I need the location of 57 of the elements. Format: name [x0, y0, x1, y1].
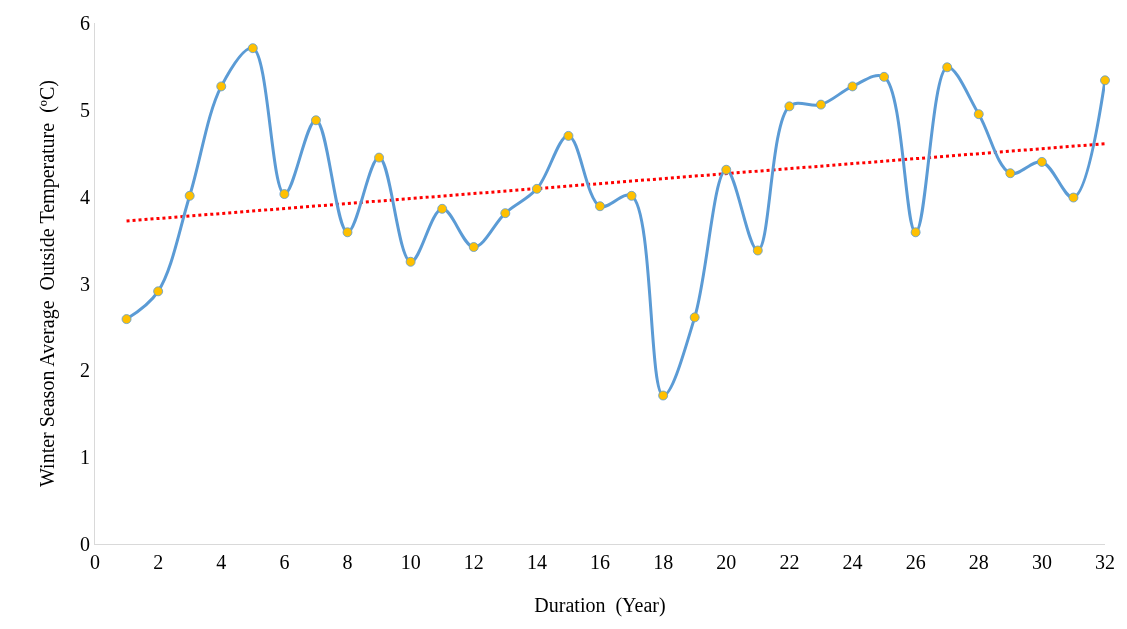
point	[531, 183, 542, 194]
point	[752, 245, 763, 256]
x-axis-title: Duration (Year)	[534, 593, 666, 617]
point	[468, 242, 479, 252]
point	[847, 81, 858, 92]
point	[658, 390, 669, 401]
x-tick-label: 28	[968, 551, 989, 573]
point	[247, 43, 258, 54]
point	[626, 190, 637, 201]
x-tick-label: 2	[153, 551, 164, 573]
point	[910, 227, 921, 238]
point	[784, 101, 795, 112]
point	[184, 190, 195, 201]
x-tick-label: 6	[279, 551, 290, 573]
x-tick-label: 14	[526, 551, 547, 573]
y-axis-title: Winter Season Average Outside Temperature (ºC)	[35, 79, 59, 488]
point	[942, 62, 953, 73]
point	[973, 109, 984, 120]
y-tick-label: 2	[80, 359, 90, 382]
point	[216, 81, 227, 92]
x-tick-label: 10	[400, 551, 421, 573]
x-tick-label: 30	[1031, 551, 1052, 573]
point	[1068, 192, 1079, 203]
x-tick-label: 12	[463, 551, 484, 573]
point	[1005, 168, 1016, 179]
point	[595, 201, 605, 212]
x-tick-label: 22	[779, 551, 800, 573]
y-tick-label: 3	[80, 272, 90, 295]
point	[121, 314, 132, 324]
x-tick-label: 8	[342, 551, 353, 573]
y-tick-label: 5	[80, 98, 90, 121]
x-tick-label: 18	[653, 551, 674, 573]
x-tick-label: 16	[590, 551, 610, 573]
point	[279, 189, 290, 199]
point	[816, 99, 826, 110]
point	[879, 71, 889, 82]
x-tick-label: 24	[842, 551, 863, 573]
point	[153, 286, 164, 297]
x-tick-label: 32	[1095, 551, 1115, 573]
point	[563, 130, 574, 141]
y-tick-label: 0	[80, 533, 90, 555]
point	[721, 164, 732, 175]
point	[437, 203, 448, 214]
point	[342, 227, 353, 238]
x-tick-label: 4	[216, 551, 227, 573]
point	[689, 312, 700, 323]
point	[500, 208, 511, 219]
point	[311, 115, 321, 126]
x-tick-label: 20	[716, 551, 737, 573]
x-tick-label: 26	[905, 551, 926, 573]
y-tick-label: 6	[80, 12, 90, 34]
point	[374, 152, 384, 163]
point	[1100, 75, 1110, 86]
point	[1036, 157, 1047, 167]
y-tick-label: 1	[80, 446, 90, 469]
y-tick-label: 4	[80, 185, 90, 208]
point	[405, 256, 416, 267]
